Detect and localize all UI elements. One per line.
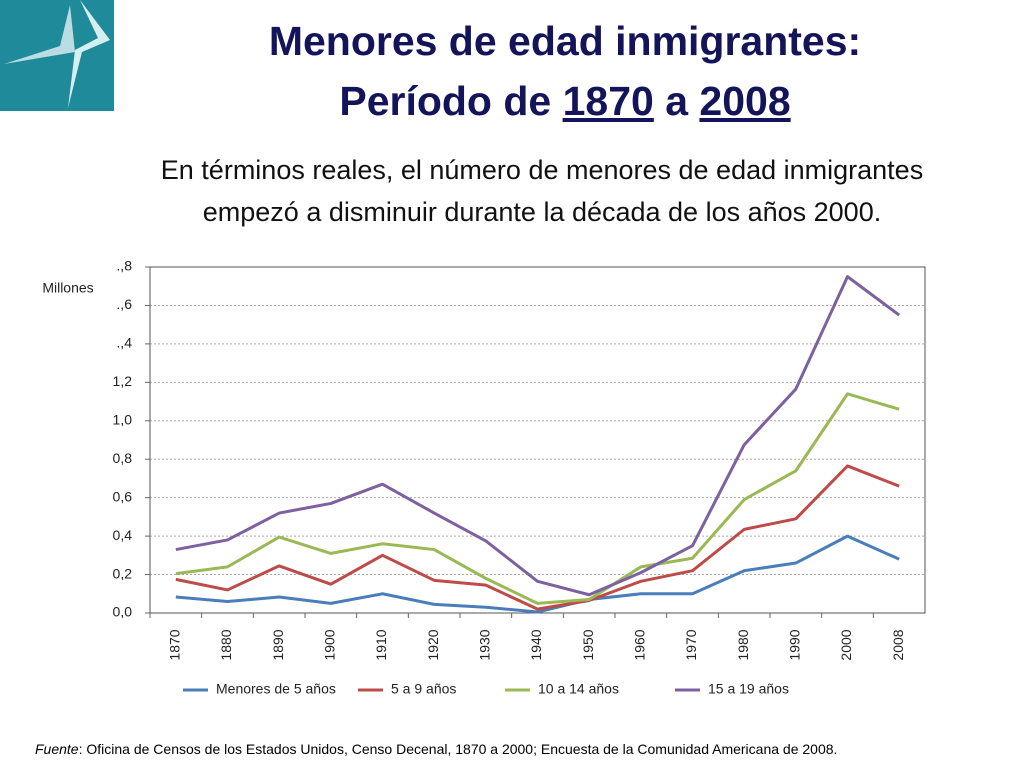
x-tick-label: 1890 bbox=[270, 629, 286, 660]
series-line bbox=[175, 275, 901, 597]
y-tick-label: 0,0 bbox=[113, 604, 133, 620]
x-tick-label: 1980 bbox=[735, 629, 751, 660]
plot-frame bbox=[149, 266, 926, 614]
source-label: Fuente bbox=[35, 741, 79, 757]
y-tick-label: 0,2 bbox=[113, 565, 133, 581]
x-tick-label: 1970 bbox=[683, 629, 699, 660]
y-axis-label: Millones bbox=[42, 280, 93, 296]
title: Período de 1870 a 2008 bbox=[113, 78, 1017, 125]
x-tick-label: 1900 bbox=[322, 629, 338, 660]
y-tick-label: .,4 bbox=[116, 335, 132, 351]
legend-label: 10 a 14 años bbox=[538, 681, 619, 697]
title-part: a bbox=[653, 78, 700, 124]
title-part: Período de bbox=[339, 78, 563, 124]
y-tick-label: 0,6 bbox=[113, 488, 133, 504]
title-part: 2008 bbox=[699, 78, 791, 124]
chart: Millones 0,0 0,2 0,4 0,6 0,8 1,0 1,2 .,4 .,6 .,8 1… bbox=[42, 258, 926, 697]
y-tick-label: .,6 bbox=[116, 296, 132, 312]
legend-label: 15 a 19 años bbox=[708, 681, 789, 697]
legend-label: Menores de 5 años bbox=[216, 681, 336, 697]
x-tick-label: 2008 bbox=[890, 629, 906, 660]
x-tick-label: 1910 bbox=[373, 629, 389, 660]
x-tick-label: 1920 bbox=[425, 629, 441, 660]
x-tick-label: 1940 bbox=[528, 629, 544, 660]
x-tick-label: 1990 bbox=[787, 629, 803, 660]
x-tick-label: 2000 bbox=[838, 629, 854, 660]
x-tick-label: 1930 bbox=[477, 629, 493, 660]
x-tick-label: 1870 bbox=[167, 629, 183, 660]
x-tick-label: 1880 bbox=[218, 629, 234, 660]
logo bbox=[0, 0, 114, 111]
series-line bbox=[175, 392, 900, 605]
title-part: 1870 bbox=[562, 78, 654, 124]
y-tick-label: 1,2 bbox=[113, 373, 133, 389]
subtitle: En términos reales, el número de menores… bbox=[160, 155, 924, 185]
x-tick-label: 1950 bbox=[580, 629, 596, 660]
y-tick-label: 1,0 bbox=[113, 411, 133, 427]
subtitle: empezó a disminuir durante la década de … bbox=[202, 197, 882, 227]
source-text: : Oficina de Censos de los Estados Unido… bbox=[78, 741, 838, 757]
title: Menores de edad inmigrantes: bbox=[268, 18, 862, 64]
y-tick-label: 0,4 bbox=[113, 527, 133, 543]
legend-label: 5 a 9 años bbox=[391, 681, 456, 697]
y-tick-label: 0,8 bbox=[113, 450, 133, 466]
source: Fuente: Oficina de Censos de los Estados… bbox=[35, 741, 837, 757]
series-line bbox=[175, 464, 900, 611]
x-tick-label: 1960 bbox=[632, 629, 648, 660]
series-line bbox=[175, 534, 900, 614]
y-tick-label: .,8 bbox=[116, 258, 132, 274]
